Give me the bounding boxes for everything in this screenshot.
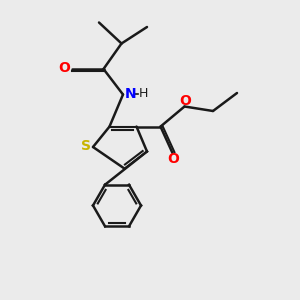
Text: O: O: [58, 61, 70, 75]
Text: S: S: [81, 140, 92, 153]
Text: N: N: [124, 87, 136, 101]
Text: O: O: [179, 94, 191, 108]
Text: H: H: [139, 87, 148, 101]
Text: O: O: [167, 152, 179, 166]
